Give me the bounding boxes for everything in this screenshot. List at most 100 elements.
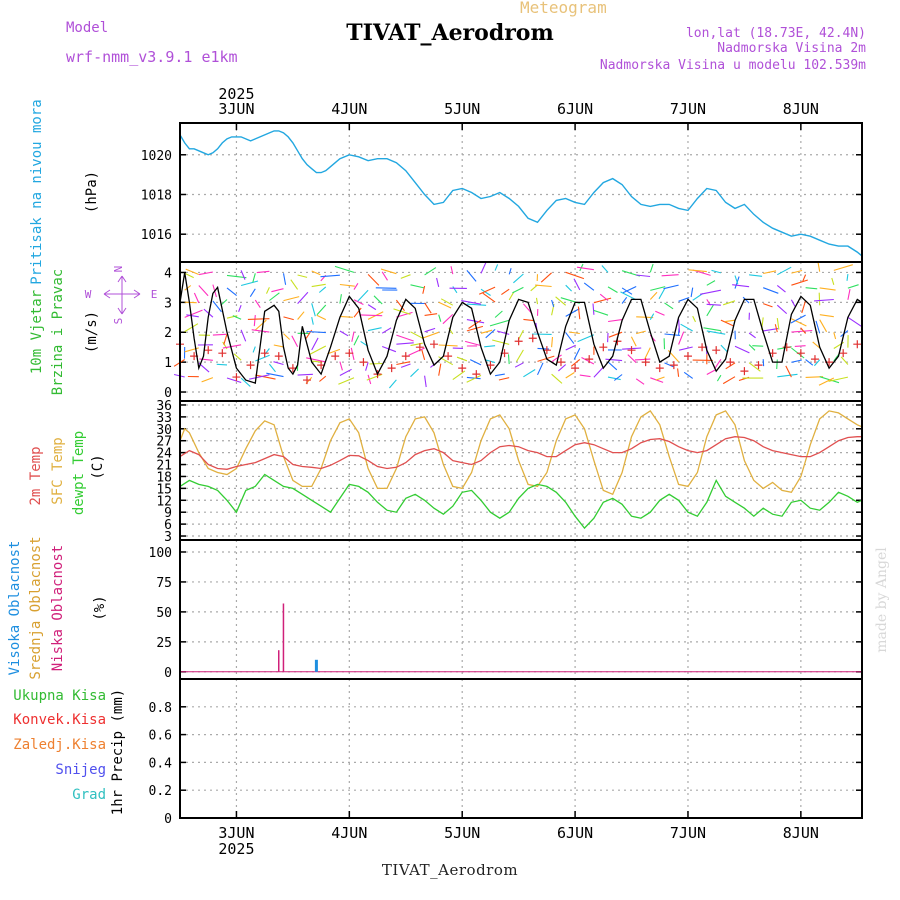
wind-arrow: [513, 273, 524, 284]
wind-arrow: [350, 347, 355, 361]
wind-arrow: [318, 286, 327, 293]
wind-arrow: [776, 304, 788, 315]
wind-arrow: [742, 296, 750, 304]
legend-total-precip: Ukupna Kisa: [13, 688, 106, 704]
gust-point: [810, 355, 819, 364]
wind-arrow: [309, 345, 327, 355]
wind-arrow: [776, 359, 778, 370]
sfc-title: SFC Temp: [50, 437, 66, 504]
wind-arrow: [593, 297, 612, 304]
wind-arrow: [558, 364, 567, 372]
wind-arrow: [438, 301, 452, 309]
wind-arrow: [373, 295, 383, 305]
gust-point: [302, 376, 311, 385]
wind-arrow: [424, 313, 438, 316]
temperature-tick-label: 12: [156, 494, 172, 509]
wind-arrow: [749, 274, 763, 277]
wind-arrow: [776, 284, 786, 293]
wind-arrow: [266, 372, 284, 378]
wind-arrow: [464, 340, 482, 347]
wind-arrow: [815, 320, 821, 334]
wind-arrow: [438, 356, 454, 366]
wind-arrow: [410, 331, 424, 339]
wind-arrow: [507, 354, 510, 365]
wind-tick-label: 3: [164, 296, 172, 311]
top-day-label: 4JUN: [331, 100, 367, 118]
wind-arrow: [523, 369, 536, 378]
gust-point: [853, 340, 862, 349]
wind-arrow: [791, 269, 803, 274]
wind-arrow: [456, 356, 468, 362]
wind-arrow: [716, 374, 722, 382]
wind-arrow: [253, 315, 256, 327]
wind-arrow: [644, 347, 651, 360]
precip-panel-frame: [179, 678, 863, 819]
gust-point: [712, 346, 721, 355]
precip-legend: Ukupna Kisa Konvek.Kisa Zaledj.Kisa Snijeg G…: [13, 688, 106, 803]
wind-arrow: [579, 374, 591, 378]
temperature-tick-label: 33: [156, 411, 172, 426]
wind-arrow: [777, 373, 798, 378]
gust-point: [754, 361, 763, 370]
temperature-tick-label: 30: [156, 423, 172, 438]
wind-arrow: [466, 376, 481, 380]
wind-arrow: [530, 284, 538, 292]
compass-s: S: [112, 318, 125, 325]
wind-arrow: [478, 286, 496, 295]
wind-arrow: [353, 283, 359, 290]
wind-arrow: [802, 274, 807, 282]
wind-arrow: [551, 373, 563, 384]
model-elevation-info: Nadmorska Visina u modelu 102.539m: [599, 58, 866, 73]
wind-arrow: [573, 347, 581, 360]
wind-arrow: [283, 333, 291, 340]
wind-title-2: Brzina i Pravac: [50, 269, 66, 395]
wind-arrow: [833, 332, 837, 340]
bottom-station-label: TIVAT_Aerodrom: [381, 861, 519, 879]
wind-arrow: [252, 273, 256, 283]
wind-arrow: [247, 318, 270, 320]
wind-direction-arrows: [173, 262, 863, 389]
temperature-tick-label: 18: [156, 470, 172, 485]
wind-arrow: [703, 327, 721, 332]
wind-arrow: [723, 300, 736, 306]
wind-arrow: [776, 318, 780, 330]
wind-arrow: [847, 288, 851, 300]
wind-arrow: [327, 348, 341, 355]
wind-arrow: [249, 374, 270, 380]
wind-arrow: [184, 309, 203, 318]
wind-arrow: [706, 304, 714, 317]
wind-arrow: [339, 294, 342, 304]
wind-arrow: [607, 361, 618, 371]
wind-arrow: [734, 345, 750, 354]
wind-arrow: [818, 377, 835, 386]
wind-arrow: [184, 272, 194, 279]
wind-arrow: [297, 311, 305, 320]
wind-arrow: [678, 296, 690, 302]
wind-arrow: [599, 293, 609, 301]
wind-arrow: [663, 284, 679, 290]
wind-arrow: [198, 271, 214, 276]
wind-tick-label: 1: [164, 356, 172, 371]
wind-arrow: [311, 316, 314, 325]
wind-arrow: [482, 292, 496, 303]
wind-arrow: [480, 262, 487, 274]
gust-point: [528, 334, 537, 343]
wind-arrow: [583, 282, 595, 291]
wind-arrow: [216, 363, 228, 366]
cloud-panel-frame: [179, 539, 863, 680]
t2m-line: [179, 436, 862, 470]
bottom-day-label: 5JUN: [444, 824, 480, 842]
gust-point: [641, 358, 650, 367]
gust-point: [655, 364, 664, 373]
wind-arrow: [442, 313, 454, 325]
wind-arrow: [840, 356, 849, 365]
wind-arrow: [535, 284, 552, 288]
wind-arrow: [485, 328, 496, 339]
t2m-title: 2m Temp: [28, 446, 44, 505]
wind-arrow: [184, 347, 199, 353]
gust-point: [839, 349, 848, 358]
precip-tick-label: 0.2: [149, 784, 172, 799]
wind-arrow: [240, 280, 259, 287]
wind-arrow: [555, 296, 567, 306]
wind-arrow: [283, 316, 294, 321]
